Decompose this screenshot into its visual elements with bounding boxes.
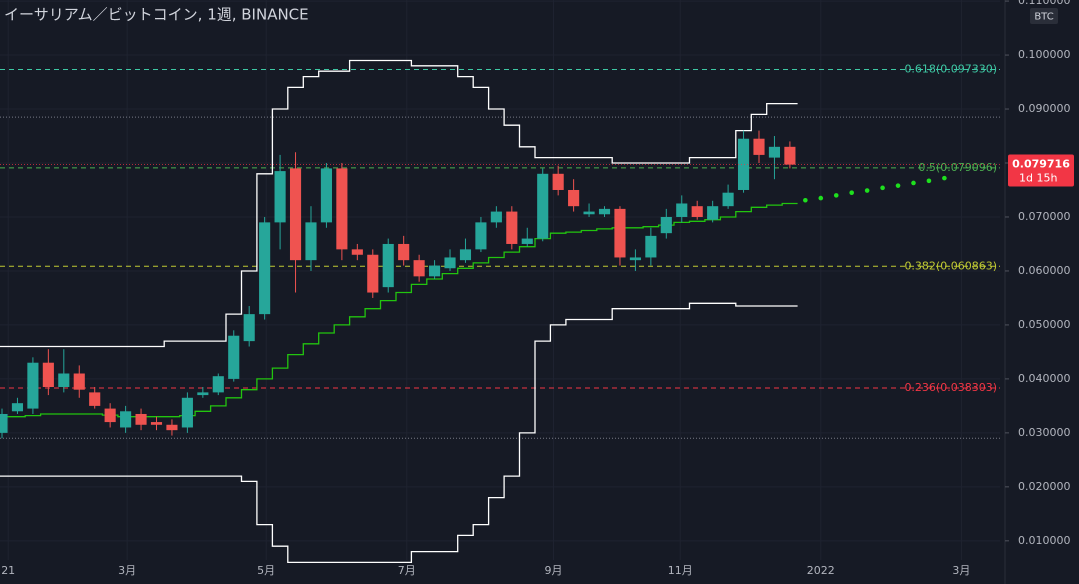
candle-body <box>212 376 224 393</box>
candle-body <box>197 392 209 396</box>
candle-body <box>521 238 533 244</box>
candle-body <box>58 373 70 387</box>
x-tick-label: 3月 <box>118 564 136 577</box>
grid <box>0 0 1000 560</box>
candle-body <box>150 422 163 425</box>
y-tick-label: 0.050000 <box>1018 318 1071 331</box>
candle-body <box>42 362 54 387</box>
y-tick-label: 0.010000 <box>1018 534 1071 547</box>
x-tick-label: 7月 <box>398 564 416 577</box>
currency: BTC <box>1034 12 1053 23</box>
x-tick-label: 5月 <box>257 564 275 577</box>
candle-body <box>181 397 193 428</box>
candle-body <box>320 168 332 223</box>
x-tick-label: 11月 <box>668 564 693 577</box>
candle-body <box>289 168 302 261</box>
candle-body <box>722 192 734 207</box>
fib-label: 0.618(0.097330) <box>904 62 997 75</box>
candle-body <box>243 314 255 342</box>
x-tick-label: 9月 <box>545 564 563 577</box>
candle-body <box>398 243 410 261</box>
x-tick-label: 3月 <box>952 564 970 577</box>
price-countdown: 1d 15h <box>1019 172 1057 185</box>
candle-body <box>784 146 796 165</box>
candle-body <box>506 211 518 244</box>
candle-body <box>629 257 641 261</box>
y-tick-label: 0.040000 <box>1018 372 1071 385</box>
y-tick-label: 0.070000 <box>1018 210 1071 223</box>
y-tick-label: 0.100000 <box>1018 48 1071 61</box>
candle-body <box>11 403 24 412</box>
candle-body <box>676 203 688 217</box>
candle-body <box>228 335 240 379</box>
x-tick-label: 21 <box>1 564 15 577</box>
y-tick-label: 0.110000 <box>1018 0 1071 7</box>
y-tick-label: 0.060000 <box>1018 264 1071 277</box>
candle-body <box>351 249 363 255</box>
candle-body <box>707 206 719 220</box>
candle-body <box>429 265 441 277</box>
projection-dot <box>942 175 947 181</box>
x-tick-label: 2022 <box>807 564 835 577</box>
plot: 0.618(0.097330) 0.5(0.079096) 0.382(0.0608… <box>0 59 1000 564</box>
candle-body <box>0 413 8 433</box>
projection-dot <box>849 190 854 195</box>
y-tick-label: 0.020000 <box>1018 480 1071 493</box>
projection-dot <box>926 178 932 184</box>
candle-body <box>552 173 564 190</box>
candle-body <box>537 173 549 239</box>
candle-body <box>459 249 472 261</box>
candle-body <box>305 222 317 261</box>
candle-body <box>259 222 271 315</box>
chart-title: イーサリアム／ビットコイン, 1週, BINANCE <box>4 6 309 24</box>
band-line <box>0 302 798 564</box>
projection-dot <box>818 195 824 201</box>
candle-body <box>336 168 348 250</box>
projection-dot <box>880 185 885 191</box>
candle-body <box>475 222 487 250</box>
price-tag-label: 0.079716 <box>1012 158 1070 171</box>
candle-body <box>660 216 672 234</box>
candle-body <box>382 243 394 288</box>
candle-body <box>413 260 425 277</box>
projection-dot <box>833 193 839 198</box>
band-line <box>0 202 798 418</box>
y-tick-label: 0.030000 <box>1018 426 1071 439</box>
candle-body <box>691 206 703 217</box>
candle-body <box>104 408 116 423</box>
candle-body <box>73 373 85 390</box>
candle-body <box>89 392 101 406</box>
candle-body <box>444 257 456 269</box>
projection-dot <box>895 183 901 188</box>
projection-dot <box>911 180 916 186</box>
candle-body <box>120 411 132 428</box>
candle-body <box>568 189 580 207</box>
price-tag <box>1008 154 1074 187</box>
y-tick-label: 0.090000 <box>1018 102 1071 115</box>
candle-body <box>614 208 626 258</box>
candle-body <box>367 254 379 293</box>
candle-body <box>490 211 502 223</box>
candle-body <box>768 146 781 158</box>
candle-body <box>274 171 286 223</box>
candle-body <box>753 138 765 155</box>
candle-body <box>645 235 657 258</box>
candle-body <box>737 138 750 190</box>
fib-label: 0.236(0.038303) <box>904 381 997 394</box>
candle-body <box>27 362 39 409</box>
candle-body <box>598 208 611 215</box>
currency-badge <box>1030 8 1058 24</box>
projection-dot <box>803 197 808 203</box>
projection-dot <box>864 188 870 193</box>
band-line <box>0 59 798 348</box>
fib-label: 0.382(0.060863) <box>904 259 997 272</box>
fib-label: 0.5(0.079096) <box>918 161 997 174</box>
candle-body <box>583 211 595 215</box>
candle-body <box>166 424 178 431</box>
candle-body <box>135 413 147 425</box>
